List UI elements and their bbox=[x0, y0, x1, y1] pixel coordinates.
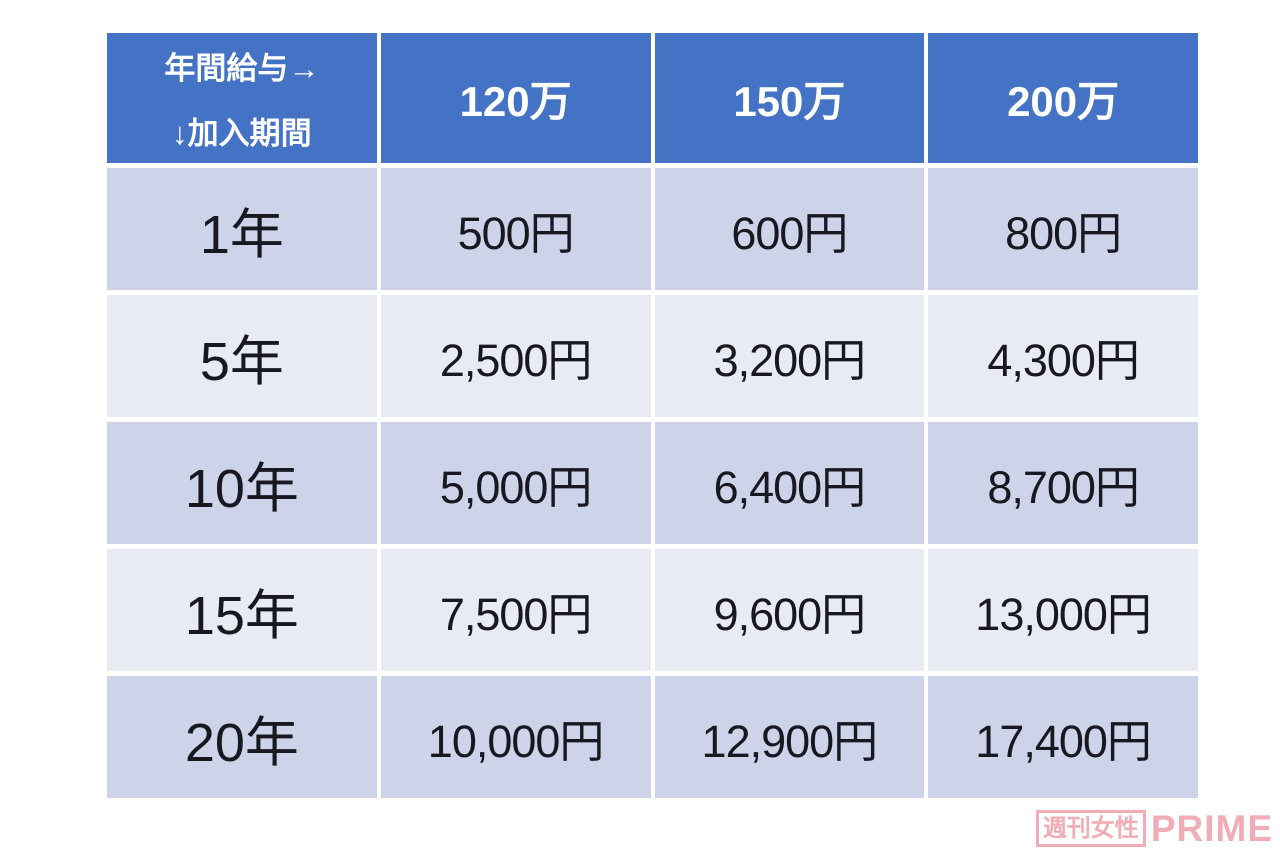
row-label-20year: 20年 bbox=[107, 676, 377, 798]
row-label-10year: 10年 bbox=[107, 422, 377, 544]
value-5year-200man: 4,300円 bbox=[928, 295, 1198, 417]
value-10year-150man: 6,400円 bbox=[654, 422, 925, 544]
value-20year-120man: 10,000円 bbox=[380, 676, 651, 798]
value-1year-120man: 500円 bbox=[380, 168, 651, 290]
column-header-150man: 150万 bbox=[654, 33, 925, 163]
value-15year-120man: 7,500円 bbox=[380, 549, 651, 671]
shukan-josei-prime-logo: 週刊女性 PRIME bbox=[1035, 808, 1273, 849]
column-header-120man: 120万 bbox=[380, 33, 651, 163]
value-15year-200man: 13,000円 bbox=[928, 549, 1198, 671]
column-header-200man: 200万 bbox=[928, 33, 1198, 163]
corner-header-line1: 年間給与→ bbox=[164, 51, 320, 86]
value-10year-200man: 8,700円 bbox=[928, 422, 1198, 544]
value-15year-150man: 9,600円 bbox=[654, 549, 925, 671]
corner-header-cell: 年間給与→ ↓加入期間 bbox=[107, 33, 377, 163]
value-5year-120man: 2,500円 bbox=[380, 295, 651, 417]
value-20year-150man: 12,900円 bbox=[654, 676, 925, 798]
logo-prime-text: PRIME bbox=[1150, 808, 1273, 849]
value-20year-200man: 17,400円 bbox=[928, 676, 1198, 798]
value-1year-200man: 800円 bbox=[928, 168, 1198, 290]
value-5year-150man: 3,200円 bbox=[654, 295, 925, 417]
value-1year-150man: 600円 bbox=[654, 168, 925, 290]
row-label-15year: 15年 bbox=[107, 549, 377, 671]
row-label-1year: 1年 bbox=[107, 168, 377, 290]
premium-table: 年間給与→ ↓加入期間 120万 150万 200万 1年 500円 600円 … bbox=[107, 33, 1198, 798]
value-10year-120man: 5,000円 bbox=[380, 422, 651, 544]
row-label-5year: 5年 bbox=[107, 295, 377, 417]
corner-header-line2: ↓加入期間 bbox=[172, 115, 312, 151]
logo-boxed-text: 週刊女性 bbox=[1035, 810, 1146, 847]
